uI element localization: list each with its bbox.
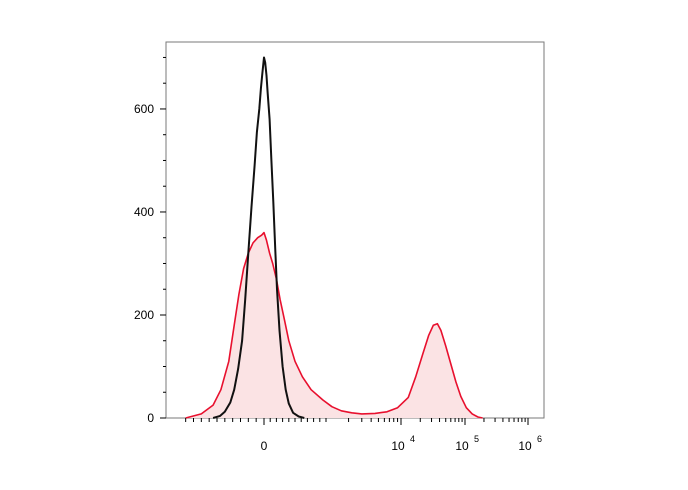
x-tick-exponent: 5 xyxy=(474,434,479,444)
series-1-fill xyxy=(185,232,483,418)
series-group xyxy=(185,56,483,419)
y-tick-label: 200 xyxy=(134,308,154,322)
x-tick-label: 0 xyxy=(261,439,268,453)
x-tick-label: 10 xyxy=(455,439,469,453)
x-axis: 0 10 4 10 5 10 6 xyxy=(185,418,542,453)
y-axis: 0 200 400 600 xyxy=(134,56,166,425)
series-1-line xyxy=(185,231,483,419)
x-tick-label: 10 xyxy=(518,439,532,453)
x-tick-exponent: 4 xyxy=(410,434,415,444)
x-tick-exponent: 6 xyxy=(537,434,542,444)
y-tick-label: 0 xyxy=(147,411,154,425)
plot-frame xyxy=(165,41,545,419)
y-tick-label: 600 xyxy=(134,102,154,116)
y-tick-label: 400 xyxy=(134,205,154,219)
x-tick-label: 10 xyxy=(391,439,405,453)
series-0-line xyxy=(212,56,305,419)
